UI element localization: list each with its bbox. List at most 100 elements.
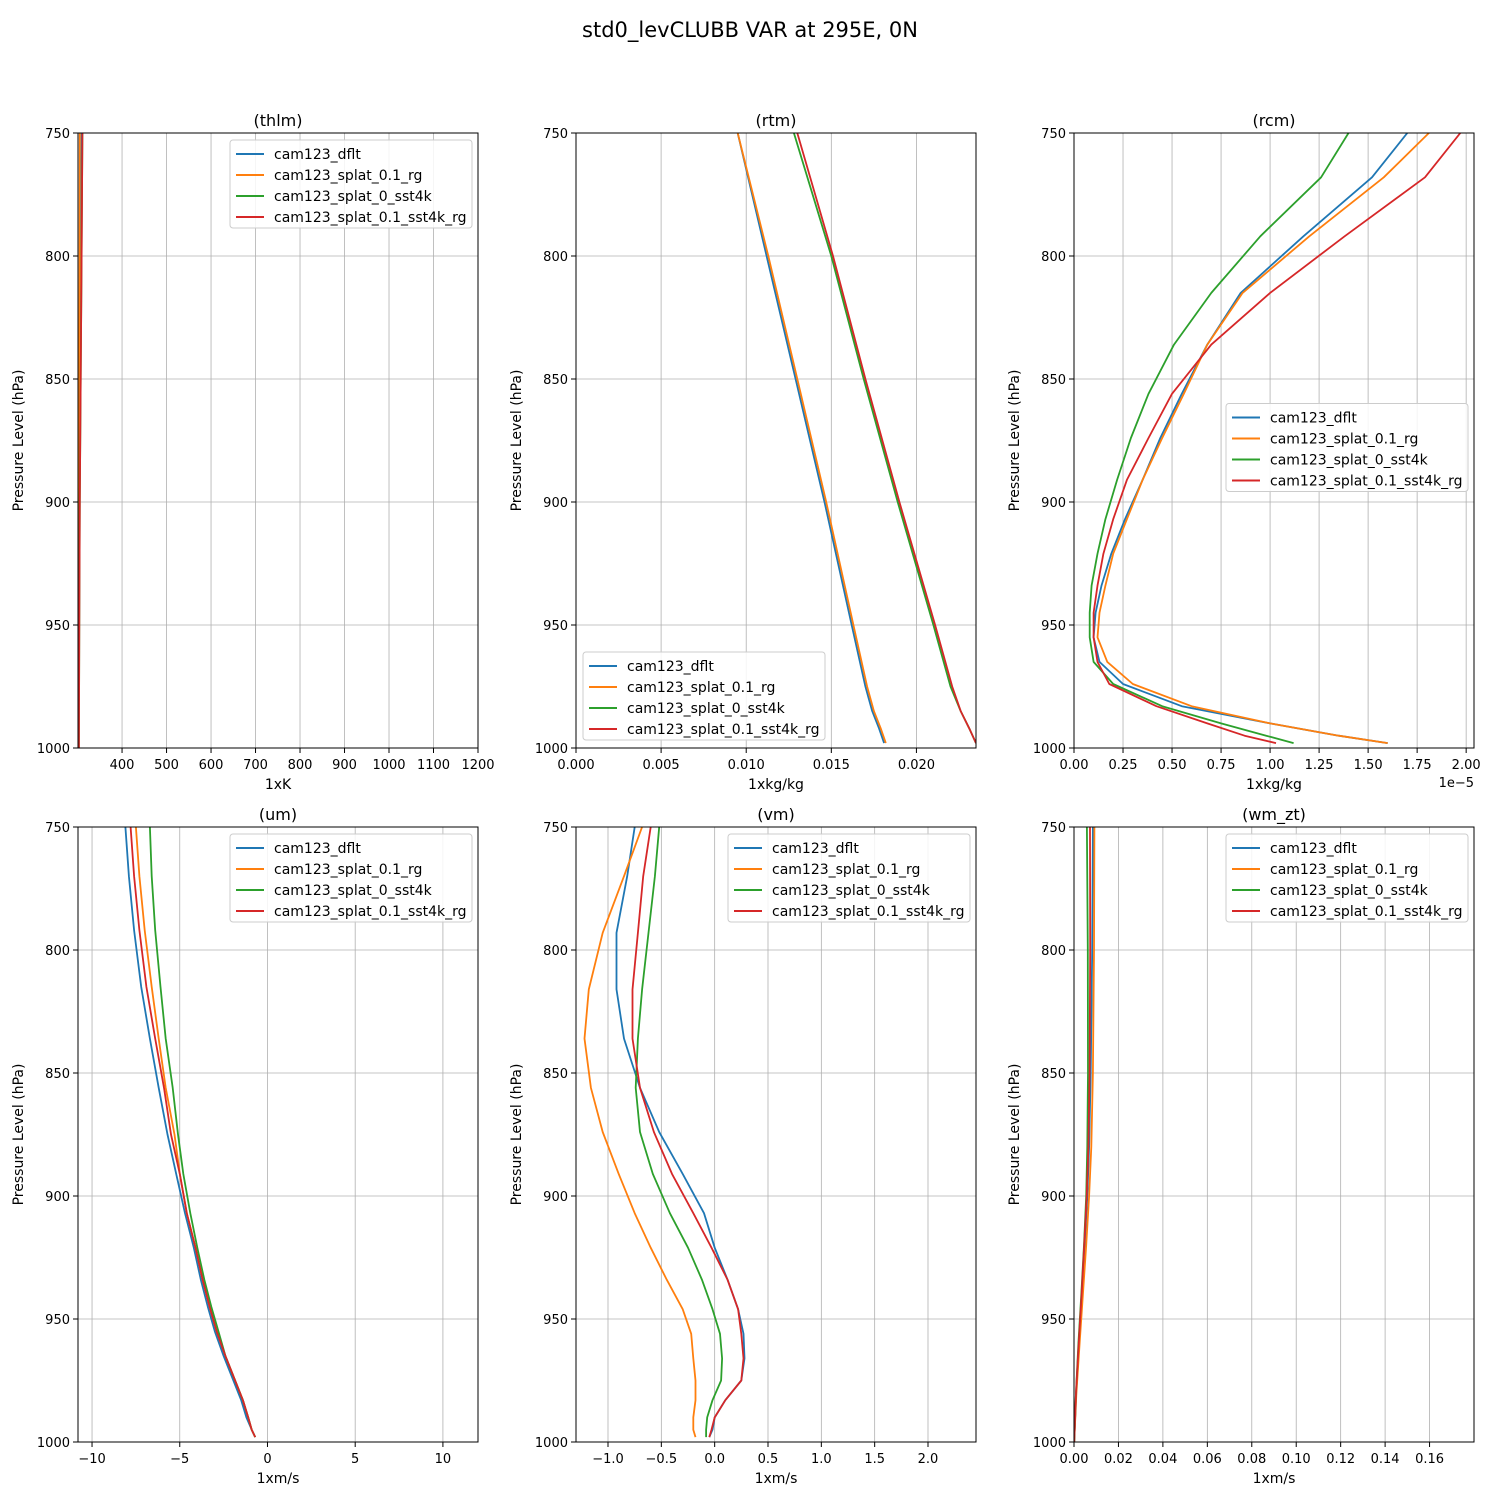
y-tick-label: 800 — [1041, 250, 1066, 265]
y-tick-label: 850 — [45, 373, 70, 388]
panel-thlm: 400 500 600 700 800 900 1000 1100 1200 750 800 850 9… — [11, 111, 495, 793]
y-tick-label: 800 — [543, 944, 568, 959]
y-tick-label: 1000 — [1033, 1436, 1066, 1451]
y-tick-label: 1000 — [535, 1436, 568, 1451]
legend: cam123_dflt cam123_splat_0.1_rg cam123_spl… — [229, 833, 473, 923]
y-tick-label: 950 — [543, 1313, 568, 1328]
x-tick-label: 700 — [243, 758, 268, 773]
y-tick-label: 850 — [45, 1067, 70, 1082]
x-axis-label: 1xm/s — [257, 1471, 300, 1487]
x-tick-label: 0.06 — [1193, 1452, 1222, 1467]
x-tick-label: 0.14 — [1371, 1452, 1400, 1467]
y-tick-label: 850 — [543, 373, 568, 388]
x-tick-label: 0.015 — [813, 758, 850, 773]
legend-box — [229, 833, 473, 923]
figure-title: std0_levCLUBB VAR at 295E, 0N — [582, 18, 918, 43]
axes-frame — [77, 826, 479, 1443]
legend-label: cam123_splat_0.1_sst4k_rg — [274, 210, 467, 226]
x-tick-label: 0.5 — [758, 1452, 779, 1467]
x-tick-label: 0.12 — [1326, 1452, 1355, 1467]
panel-um: −10 −5 0 5 10 750 800 850 900 950 1000 (um) 1xm/s Pre… — [11, 805, 479, 1487]
x-tick-label: 1.50 — [1354, 758, 1383, 773]
series-line-cam123_splat_0.1_sst4k_rg — [129, 827, 257, 1438]
x-tick-label: −0.5 — [646, 1452, 678, 1467]
panels: 400 500 600 700 800 900 1000 1100 1200 750 800 850 9… — [11, 111, 1481, 1487]
y-tick-label: 800 — [45, 944, 70, 959]
x-tick-label: 0 — [263, 1452, 271, 1467]
y-tick-label: 800 — [543, 250, 568, 265]
y-tick-label: 950 — [1041, 1313, 1066, 1328]
panel-title: (rtm) — [756, 111, 797, 130]
y-axis-label: Pressure Level (hPa) — [11, 370, 27, 512]
panel-vm: −1.0 −0.5 0.0 0.5 1.0 1.5 2.0 750 800 850 900 950 10… — [509, 805, 977, 1487]
legend-label: cam123_splat_0.1_rg — [274, 862, 422, 878]
y-tick-label: 750 — [1041, 127, 1066, 142]
legend: cam123_dflt cam123_splat_0.1_rg cam123_spl… — [582, 651, 826, 741]
panel-wm_zt: 0.00 0.02 0.04 0.06 0.08 0.10 0.12 0.14 0.16 750 8… — [1007, 805, 1475, 1487]
series-line-cam123_splat_0.1_rg — [583, 827, 697, 1438]
y-axis-label: Pressure Level (hPa) — [1007, 1064, 1023, 1206]
x-tick-label: 500 — [154, 758, 179, 773]
y-axis-label: Pressure Level (hPa) — [509, 1064, 525, 1206]
x-offset-label: 1e−5 — [1439, 776, 1474, 791]
y-tick-label: 900 — [45, 496, 70, 511]
axes-frame — [1073, 132, 1475, 749]
panel-title: (um) — [259, 805, 297, 824]
legend-label: cam123_dflt — [772, 841, 859, 857]
series-line-cam123_dflt — [124, 827, 257, 1438]
y-tick-label: 1000 — [1033, 742, 1066, 757]
x-tick-label: 0.00 — [1060, 758, 1089, 773]
x-tick-label: 0.16 — [1415, 1452, 1444, 1467]
legend-label: cam123_splat_0.1_rg — [772, 862, 920, 878]
x-tick-label: 0.75 — [1207, 758, 1236, 773]
legend-label: cam123_splat_0.1_sst4k_rg — [1270, 474, 1463, 490]
y-tick-label: 950 — [45, 1313, 70, 1328]
legend-label: cam123_splat_0.1_rg — [1270, 432, 1418, 448]
series-line-cam123_splat_0_sst4k — [634, 827, 723, 1438]
y-tick-label: 800 — [45, 250, 70, 265]
y-axis-label: Pressure Level (hPa) — [1007, 370, 1023, 512]
legend-label: cam123_splat_0.1_sst4k_rg — [627, 722, 820, 738]
x-axis-label: 1xkg/kg — [1246, 777, 1302, 793]
axes-frame — [77, 132, 479, 749]
legend-box — [1225, 403, 1469, 492]
series-line-cam123_splat_0.1_sst4k_rg — [631, 827, 745, 1438]
legend-label: cam123_splat_0_sst4k — [772, 883, 931, 899]
legend-label: cam123_splat_0_sst4k — [627, 701, 786, 717]
axes-frame — [575, 132, 977, 749]
y-tick-label: 850 — [543, 1067, 568, 1082]
y-tick-label: 900 — [45, 1190, 70, 1205]
legend-label: cam123_dflt — [1270, 841, 1357, 857]
y-axis-label: Pressure Level (hPa) — [509, 370, 525, 512]
x-axis-label: 1xK — [265, 777, 292, 793]
x-tick-label: 0.02 — [1104, 1452, 1133, 1467]
series-lines — [1088, 133, 1462, 744]
legend-label: cam123_dflt — [274, 147, 361, 163]
y-tick-label: 950 — [45, 619, 70, 634]
legend-label: cam123_splat_0_sst4k — [1270, 453, 1429, 469]
series-line-cam123_splat_0.1_sst4k_rg — [796, 133, 976, 744]
x-tick-label: 0.0 — [704, 1452, 725, 1467]
x-tick-label: 0.020 — [898, 758, 935, 773]
series-line-cam123_splat_0_sst4k — [1088, 133, 1350, 744]
y-tick-label: 750 — [543, 127, 568, 142]
y-tick-label: 800 — [1041, 944, 1066, 959]
series-lines — [736, 133, 976, 744]
legend: cam123_dflt cam123_splat_0.1_rg cam123_spl… — [727, 833, 971, 923]
x-tick-label: 10 — [435, 1452, 452, 1467]
x-tick-label: 1200 — [461, 758, 494, 773]
y-tick-label: 750 — [543, 821, 568, 836]
legend-label: cam123_splat_0.1_sst4k_rg — [1270, 904, 1463, 920]
y-tick-label: 1000 — [37, 742, 70, 757]
y-tick-label: 950 — [1041, 619, 1066, 634]
legend-label: cam123_splat_0.1_rg — [1270, 862, 1418, 878]
panel-rcm: 0.00 0.25 0.50 0.75 1.00 1.25 1.50 1.75 2.00 750 8… — [1007, 111, 1481, 793]
legend-label: cam123_splat_0.1_sst4k_rg — [772, 904, 965, 920]
x-tick-label: 0.50 — [1158, 758, 1187, 773]
legend-box — [229, 139, 473, 229]
x-tick-label: 1100 — [417, 758, 450, 773]
y-tick-label: 1000 — [535, 742, 568, 757]
y-tick-label: 750 — [45, 127, 70, 142]
x-tick-label: 0.04 — [1148, 1452, 1177, 1467]
y-axis-label: Pressure Level (hPa) — [11, 1064, 27, 1206]
